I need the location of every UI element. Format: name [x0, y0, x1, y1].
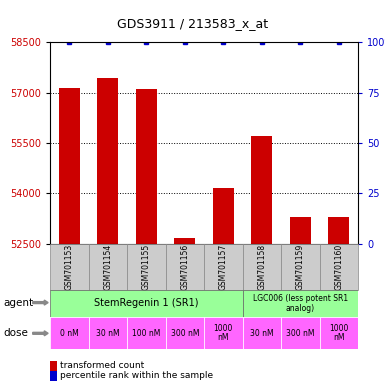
FancyBboxPatch shape — [204, 244, 243, 290]
Bar — [59, 88, 80, 244]
Text: GDS3911 / 213583_x_at: GDS3911 / 213583_x_at — [117, 17, 268, 30]
Text: GSM701157: GSM701157 — [219, 244, 228, 290]
Text: 0 nM: 0 nM — [60, 329, 79, 338]
Text: transformed count: transformed count — [60, 361, 144, 370]
Text: 300 nM: 300 nM — [171, 329, 199, 338]
Text: GSM701158: GSM701158 — [257, 244, 266, 290]
Text: LGC006 (less potent SR1
analog): LGC006 (less potent SR1 analog) — [253, 294, 348, 313]
Text: 300 nM: 300 nM — [286, 329, 315, 338]
Text: 30 nM: 30 nM — [250, 329, 274, 338]
FancyBboxPatch shape — [50, 290, 243, 317]
Bar — [251, 136, 273, 244]
FancyBboxPatch shape — [281, 317, 320, 349]
FancyBboxPatch shape — [50, 244, 89, 290]
Bar — [136, 89, 157, 244]
Bar — [97, 78, 119, 244]
FancyBboxPatch shape — [320, 244, 358, 290]
Text: 30 nM: 30 nM — [96, 329, 120, 338]
Bar — [174, 238, 195, 244]
Text: GSM701159: GSM701159 — [296, 244, 305, 290]
Text: agent: agent — [4, 298, 34, 308]
FancyBboxPatch shape — [243, 317, 281, 349]
FancyBboxPatch shape — [50, 317, 89, 349]
Text: 1000
nM: 1000 nM — [329, 324, 348, 343]
FancyBboxPatch shape — [89, 317, 127, 349]
FancyBboxPatch shape — [281, 244, 320, 290]
Text: StemRegenin 1 (SR1): StemRegenin 1 (SR1) — [94, 298, 199, 308]
Text: GSM701153: GSM701153 — [65, 244, 74, 290]
FancyBboxPatch shape — [89, 244, 127, 290]
FancyBboxPatch shape — [166, 244, 204, 290]
FancyBboxPatch shape — [127, 317, 166, 349]
FancyBboxPatch shape — [204, 317, 243, 349]
Text: dose: dose — [4, 328, 29, 338]
Text: GSM701160: GSM701160 — [334, 244, 343, 290]
Bar — [213, 189, 234, 244]
Text: GSM701155: GSM701155 — [142, 244, 151, 290]
FancyBboxPatch shape — [127, 244, 166, 290]
Bar — [290, 217, 311, 244]
FancyBboxPatch shape — [166, 317, 204, 349]
Text: GSM701154: GSM701154 — [103, 244, 112, 290]
Text: 100 nM: 100 nM — [132, 329, 161, 338]
Bar — [328, 217, 350, 244]
Text: GSM701156: GSM701156 — [180, 244, 189, 290]
FancyBboxPatch shape — [243, 244, 281, 290]
Text: percentile rank within the sample: percentile rank within the sample — [60, 371, 213, 381]
FancyBboxPatch shape — [243, 290, 358, 317]
FancyBboxPatch shape — [320, 317, 358, 349]
Text: 1000
nM: 1000 nM — [214, 324, 233, 343]
